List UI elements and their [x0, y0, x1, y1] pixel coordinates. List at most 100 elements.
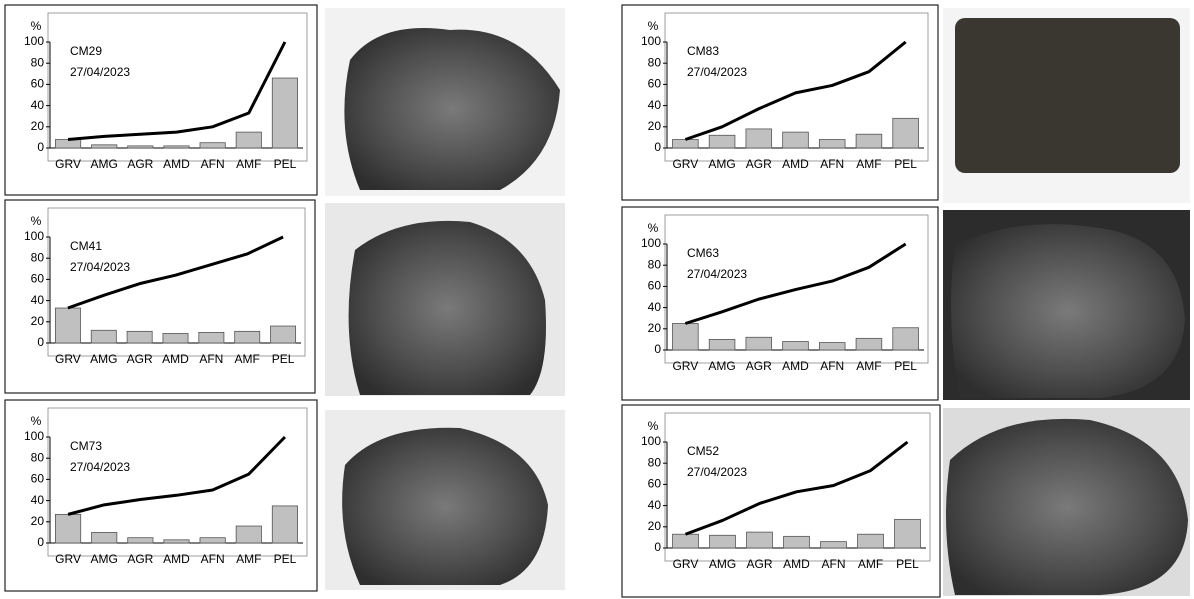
y-tick-label: 20	[31, 119, 45, 133]
x-tick-label: AGR	[746, 557, 772, 571]
annotation: 27/04/2023	[70, 260, 130, 274]
bar	[856, 134, 882, 148]
annotation: 27/04/2023	[687, 65, 747, 79]
bar	[236, 526, 261, 543]
y-tick-label: 60	[31, 77, 45, 91]
chart-frame	[622, 5, 938, 200]
x-tick-label: AFN	[199, 352, 223, 366]
y-tick-label: 0	[654, 540, 661, 554]
bar	[92, 145, 117, 148]
x-tick-label: AGR	[746, 359, 772, 373]
annotation: CM63	[687, 246, 719, 260]
chart: %020406080100CM4127/04/2023GRVAMGAGRAMDA…	[5, 200, 315, 393]
x-tick-label: GRV	[672, 359, 698, 373]
bar	[893, 118, 919, 148]
x-tick-label: AMD	[163, 552, 190, 566]
x-tick-label: AMF	[856, 157, 881, 171]
bar	[673, 534, 699, 548]
y-tick-label: 80	[648, 257, 662, 271]
y-axis-label: %	[31, 19, 42, 33]
x-tick-label: PEL	[894, 359, 917, 373]
x-tick-label: AMD	[782, 359, 809, 373]
x-tick-label: GRV	[672, 157, 698, 171]
y-tick-label: 40	[31, 493, 45, 507]
y-tick-label: 20	[31, 514, 45, 528]
bar	[271, 326, 296, 343]
x-tick-label: AMD	[162, 352, 189, 366]
bar	[272, 78, 297, 148]
chart-frame	[622, 405, 940, 597]
chart-frame	[5, 400, 317, 591]
bar	[784, 536, 810, 548]
x-tick-label: GRV	[55, 352, 81, 366]
bar	[236, 132, 261, 148]
x-tick-label: AGR	[127, 157, 153, 171]
bar	[858, 534, 884, 548]
x-tick-label: AMD	[163, 157, 190, 171]
x-tick-label: AMF	[858, 557, 883, 571]
bar	[200, 143, 225, 148]
y-tick-label: 60	[31, 272, 45, 286]
bar	[128, 538, 153, 543]
bar	[709, 339, 735, 350]
annotation: 27/04/2023	[687, 465, 747, 479]
bar	[272, 506, 297, 543]
x-tick-label: AMD	[783, 557, 810, 571]
y-tick-label: 40	[648, 498, 662, 512]
y-tick-label: 100	[24, 229, 44, 243]
bar	[895, 519, 921, 548]
x-tick-label: AGR	[127, 552, 153, 566]
chart-frame	[622, 207, 938, 400]
y-tick-label: 60	[648, 279, 662, 293]
bar	[128, 146, 153, 148]
x-tick-label: AMF	[236, 552, 261, 566]
bar	[164, 540, 189, 543]
y-axis-label: %	[648, 19, 659, 33]
x-tick-label: PEL	[894, 157, 917, 171]
y-tick-label: 60	[648, 477, 662, 491]
x-tick-label: PEL	[274, 552, 297, 566]
x-tick-label: AGR	[127, 352, 153, 366]
y-axis-label: %	[648, 419, 659, 433]
annotation: 27/04/2023	[70, 65, 130, 79]
annotation: CM52	[687, 444, 719, 458]
bar	[673, 324, 699, 351]
sample	[955, 18, 1180, 173]
y-tick-label: 0	[37, 335, 44, 349]
bar	[163, 333, 188, 343]
chart-frame	[5, 5, 317, 195]
y-tick-label: 0	[37, 535, 44, 549]
x-tick-label: AMD	[782, 157, 809, 171]
y-tick-label: 20	[648, 519, 662, 533]
y-tick-label: 40	[648, 98, 662, 112]
bar	[673, 140, 699, 148]
y-tick-label: 40	[31, 98, 45, 112]
y-tick-label: 80	[31, 450, 45, 464]
bar	[55, 308, 80, 343]
bar	[819, 343, 845, 350]
annotation: CM29	[70, 44, 102, 58]
y-tick-label: 0	[654, 140, 661, 154]
y-tick-label: 0	[37, 140, 44, 154]
chart-frame	[5, 200, 315, 393]
y-tick-label: 80	[31, 55, 45, 69]
x-tick-label: AGR	[746, 157, 772, 171]
y-tick-label: 60	[31, 472, 45, 486]
y-tick-label: 100	[24, 429, 44, 443]
x-tick-label: AFN	[820, 157, 844, 171]
bar	[92, 532, 117, 543]
y-tick-label: 100	[24, 34, 44, 48]
y-tick-label: 80	[648, 55, 662, 69]
x-tick-label: AMG	[91, 552, 118, 566]
y-tick-label: 100	[641, 236, 661, 250]
bar	[200, 538, 225, 543]
y-axis-label: %	[31, 214, 42, 228]
x-tick-label: AFN	[201, 552, 225, 566]
y-tick-label: 0	[654, 342, 661, 356]
bar	[747, 532, 773, 548]
bar	[127, 331, 152, 343]
bar	[821, 542, 847, 548]
